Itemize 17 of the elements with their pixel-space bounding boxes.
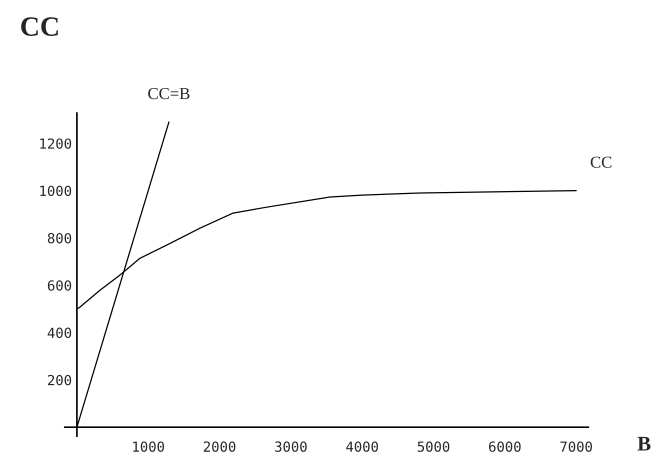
x-tick-label: 5000 — [418, 441, 450, 452]
y-tick-label: 1000 — [40, 186, 72, 196]
x-tick-label: 4000 — [346, 441, 378, 452]
y-tick-label: 600 — [48, 280, 72, 291]
y-tick-label: 800 — [48, 232, 72, 244]
y-tick-label: 1200 — [40, 138, 72, 149]
series-label: CC — [590, 156, 612, 168]
x-axis-title: B — [638, 436, 651, 451]
y-tick-label: 200 — [48, 374, 72, 386]
x-tick-label: 2000 — [204, 441, 236, 452]
x-tick-label: 3000 — [275, 441, 307, 452]
x-tick-label: 7000 — [560, 441, 592, 452]
x-tick-label: 6000 — [489, 441, 521, 452]
y-axis-title: CC — [21, 17, 58, 36]
series-label: CC=B — [148, 88, 190, 100]
x-tick-label: 1000 — [133, 441, 164, 452]
y-tick-label: 400 — [48, 328, 72, 338]
